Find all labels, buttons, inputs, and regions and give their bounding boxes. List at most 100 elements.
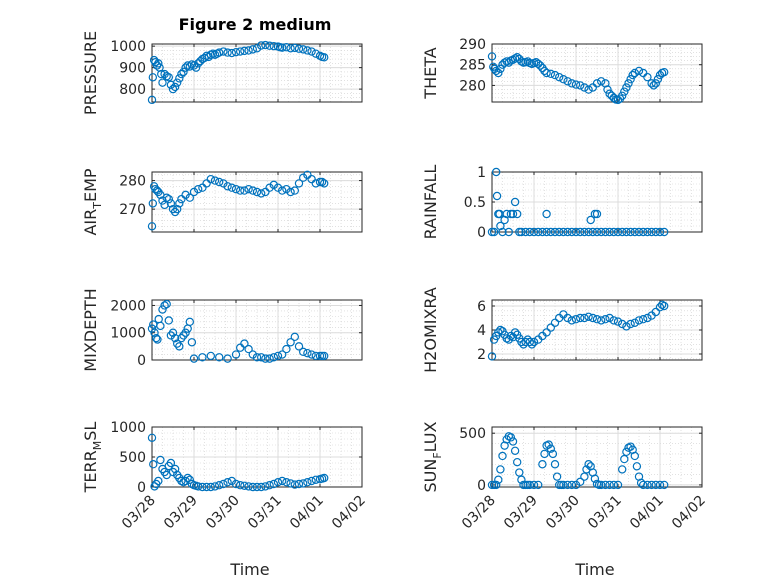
data-point — [660, 301, 669, 311]
data-point — [320, 179, 329, 188]
data-point — [576, 227, 585, 237]
y-tick-label: 0.5 — [464, 195, 486, 211]
y-axis-label: TERRMSL — [81, 422, 104, 494]
data-point — [185, 317, 194, 327]
data-point — [231, 47, 241, 57]
data-point — [198, 353, 207, 362]
axes-box — [491, 43, 703, 103]
data-point — [592, 209, 602, 219]
data-point — [307, 350, 316, 359]
data-point — [244, 46, 253, 55]
data-point — [320, 473, 329, 483]
y-tick-label: 0 — [477, 225, 486, 241]
panel-rainfall: 0 0.5 1 RAINFALL — [421, 165, 703, 241]
data-point — [620, 87, 629, 96]
data-point — [580, 83, 589, 92]
data-point — [571, 80, 581, 89]
data-point — [299, 45, 308, 54]
data-point — [223, 182, 232, 191]
data-point — [265, 354, 274, 363]
data-point — [597, 316, 606, 325]
data-point — [586, 215, 595, 225]
data-point — [517, 227, 526, 237]
data-point — [151, 184, 160, 194]
data-point — [286, 187, 295, 197]
data-point — [177, 194, 186, 204]
data-point — [506, 433, 516, 442]
data-point — [508, 333, 518, 342]
data-point — [219, 479, 228, 489]
data-point — [179, 67, 188, 77]
data-point — [181, 63, 190, 72]
data-point — [552, 472, 562, 481]
data-point — [166, 458, 176, 468]
data-point — [278, 186, 287, 195]
data-point — [618, 319, 627, 329]
data-point — [252, 353, 262, 362]
data-point — [227, 183, 236, 192]
data-point — [626, 227, 635, 237]
data-point — [227, 48, 236, 58]
data-point — [529, 227, 539, 237]
data-point — [620, 454, 629, 464]
data-point — [632, 462, 642, 471]
data-point — [202, 179, 211, 188]
data-point — [257, 41, 266, 50]
data-point — [597, 480, 606, 490]
data-point — [622, 83, 631, 92]
data-point — [170, 82, 180, 92]
data-point — [183, 473, 192, 483]
data-point — [240, 481, 249, 490]
data-point — [504, 227, 513, 237]
data-point — [592, 227, 602, 237]
panel-h2omixra: 2 4 6 H2OMIXRA — [421, 287, 703, 373]
data-point — [252, 187, 262, 197]
y-axis-label: AIRTEMP — [81, 168, 104, 235]
y-tick-label: 1 — [477, 165, 486, 181]
data-point — [235, 481, 245, 490]
y-tick-label: 6 — [477, 299, 486, 315]
data-point — [240, 186, 249, 195]
data-point — [660, 67, 669, 77]
data-point — [311, 179, 320, 188]
data-point — [214, 353, 224, 362]
data-point — [231, 479, 241, 489]
data-point — [655, 227, 665, 237]
series-markers — [147, 40, 329, 105]
data-point — [563, 227, 572, 237]
data-point — [643, 313, 652, 323]
data-point — [622, 227, 631, 237]
data-point — [643, 480, 652, 490]
data-point — [613, 227, 623, 237]
data-point — [257, 482, 266, 492]
data-point — [643, 227, 652, 237]
data-point — [504, 58, 513, 67]
data-point — [273, 478, 283, 487]
data-point — [601, 227, 610, 237]
data-point — [592, 79, 602, 88]
data-point — [158, 78, 167, 87]
series-markers — [487, 52, 669, 105]
series-markers — [487, 300, 669, 361]
data-point — [299, 173, 308, 182]
y-axis-label: H2OMIXRA — [421, 287, 440, 373]
data-point — [540, 449, 549, 459]
data-point — [584, 85, 593, 94]
data-point — [534, 227, 543, 237]
data-point — [303, 46, 312, 55]
data-point — [198, 482, 207, 492]
data-point — [303, 170, 312, 180]
data-point — [546, 323, 556, 332]
data-point — [231, 350, 241, 359]
data-point — [320, 53, 329, 62]
data-point — [508, 209, 518, 219]
data-point — [647, 480, 656, 490]
data-point — [588, 227, 598, 237]
data-point — [660, 227, 669, 237]
y-axis-label: SUNFLUX — [421, 421, 444, 492]
data-point — [559, 227, 568, 237]
data-point — [294, 44, 304, 53]
data-point — [162, 193, 171, 202]
y-tick-label: 1000 — [110, 326, 146, 342]
